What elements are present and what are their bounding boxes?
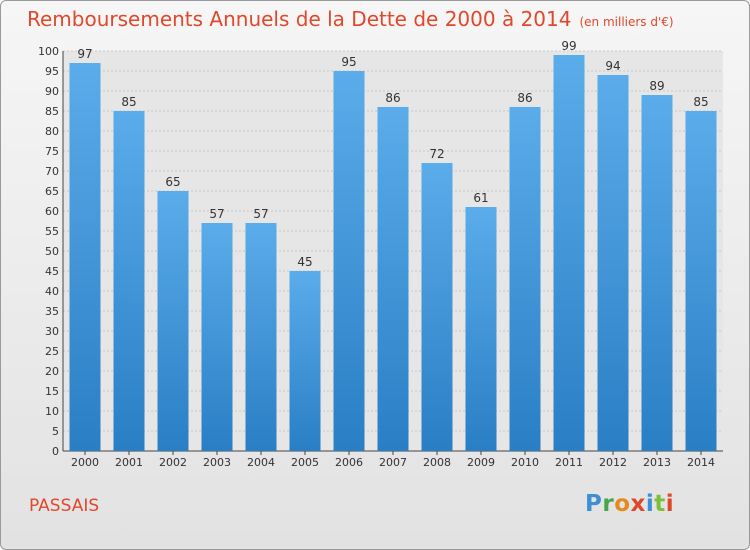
bar xyxy=(421,163,453,451)
y-tick-label: 95 xyxy=(45,65,59,78)
chart-title-text: Remboursements Annuels de la Dette de 20… xyxy=(27,7,572,31)
value-label: 89 xyxy=(649,79,664,93)
value-label: 85 xyxy=(121,95,136,109)
x-tick-label: 2013 xyxy=(643,456,671,469)
y-tick-label: 25 xyxy=(45,345,59,358)
bar xyxy=(509,107,541,451)
value-label: 94 xyxy=(605,59,620,73)
logo-letter: i xyxy=(665,491,675,517)
bar xyxy=(333,71,365,451)
logo-letter: r xyxy=(602,491,615,517)
bar xyxy=(157,191,189,451)
bar xyxy=(641,95,673,451)
x-tick-label: 2001 xyxy=(115,456,143,469)
y-tick-label: 80 xyxy=(45,125,59,138)
bar xyxy=(465,207,497,451)
y-tick-label: 10 xyxy=(45,405,59,418)
x-tick-label: 2012 xyxy=(599,456,627,469)
logo-letter: x xyxy=(630,491,646,517)
bar xyxy=(553,55,585,451)
y-tick-label: 35 xyxy=(45,305,59,318)
y-tick-label: 45 xyxy=(45,265,59,278)
value-label: 57 xyxy=(209,207,224,221)
x-tick-label: 2008 xyxy=(423,456,451,469)
x-tick-label: 2009 xyxy=(467,456,495,469)
y-tick-label: 90 xyxy=(45,85,59,98)
x-tick-label: 2007 xyxy=(379,456,407,469)
logo-letter: i xyxy=(645,491,655,517)
bar xyxy=(685,111,717,451)
y-tick-label: 60 xyxy=(45,205,59,218)
commune-name: PASSAIS xyxy=(29,496,100,516)
logo-letter: t xyxy=(654,491,666,517)
x-tick-label: 2003 xyxy=(203,456,231,469)
y-tick-label: 85 xyxy=(45,105,59,118)
y-tick-label: 0 xyxy=(52,445,59,458)
chart-title: Remboursements Annuels de la Dette de 20… xyxy=(27,7,674,31)
x-tick-label: 2011 xyxy=(555,456,583,469)
x-tick-label: 2002 xyxy=(159,456,187,469)
value-label: 99 xyxy=(561,39,576,53)
value-label: 65 xyxy=(165,175,180,189)
y-tick-label: 5 xyxy=(52,425,59,438)
logo-letter: o xyxy=(614,491,631,517)
x-tick-label: 2014 xyxy=(687,456,715,469)
x-tick-label: 2006 xyxy=(335,456,363,469)
x-tick-label: 2004 xyxy=(247,456,275,469)
proxiti-logo: Proxiti xyxy=(585,491,674,517)
value-label: 61 xyxy=(473,191,488,205)
value-label: 86 xyxy=(385,91,400,105)
bar xyxy=(289,271,321,451)
logo-letter: P xyxy=(585,491,603,517)
bar xyxy=(201,223,233,451)
value-label: 85 xyxy=(693,95,708,109)
y-tick-label: 15 xyxy=(45,385,59,398)
bar xyxy=(377,107,409,451)
x-tick-label: 2000 xyxy=(71,456,99,469)
y-tick-label: 75 xyxy=(45,145,59,158)
bar xyxy=(597,75,629,451)
unit-note: (en milliers d'€) xyxy=(579,15,674,29)
value-label: 45 xyxy=(297,255,312,269)
value-label: 86 xyxy=(517,91,532,105)
bar xyxy=(113,111,145,451)
x-tick-label: 2005 xyxy=(291,456,319,469)
bar xyxy=(245,223,277,451)
y-tick-label: 65 xyxy=(45,185,59,198)
y-tick-label: 100 xyxy=(38,45,59,58)
value-label: 97 xyxy=(77,47,92,61)
value-label: 95 xyxy=(341,55,356,69)
y-tick-label: 70 xyxy=(45,165,59,178)
y-tick-label: 50 xyxy=(45,245,59,258)
value-label: 57 xyxy=(253,207,268,221)
bar xyxy=(69,63,101,451)
y-tick-label: 20 xyxy=(45,365,59,378)
y-tick-label: 40 xyxy=(45,285,59,298)
y-tick-label: 55 xyxy=(45,225,59,238)
x-tick-label: 2010 xyxy=(511,456,539,469)
y-tick-label: 30 xyxy=(45,325,59,338)
value-label: 72 xyxy=(429,147,444,161)
